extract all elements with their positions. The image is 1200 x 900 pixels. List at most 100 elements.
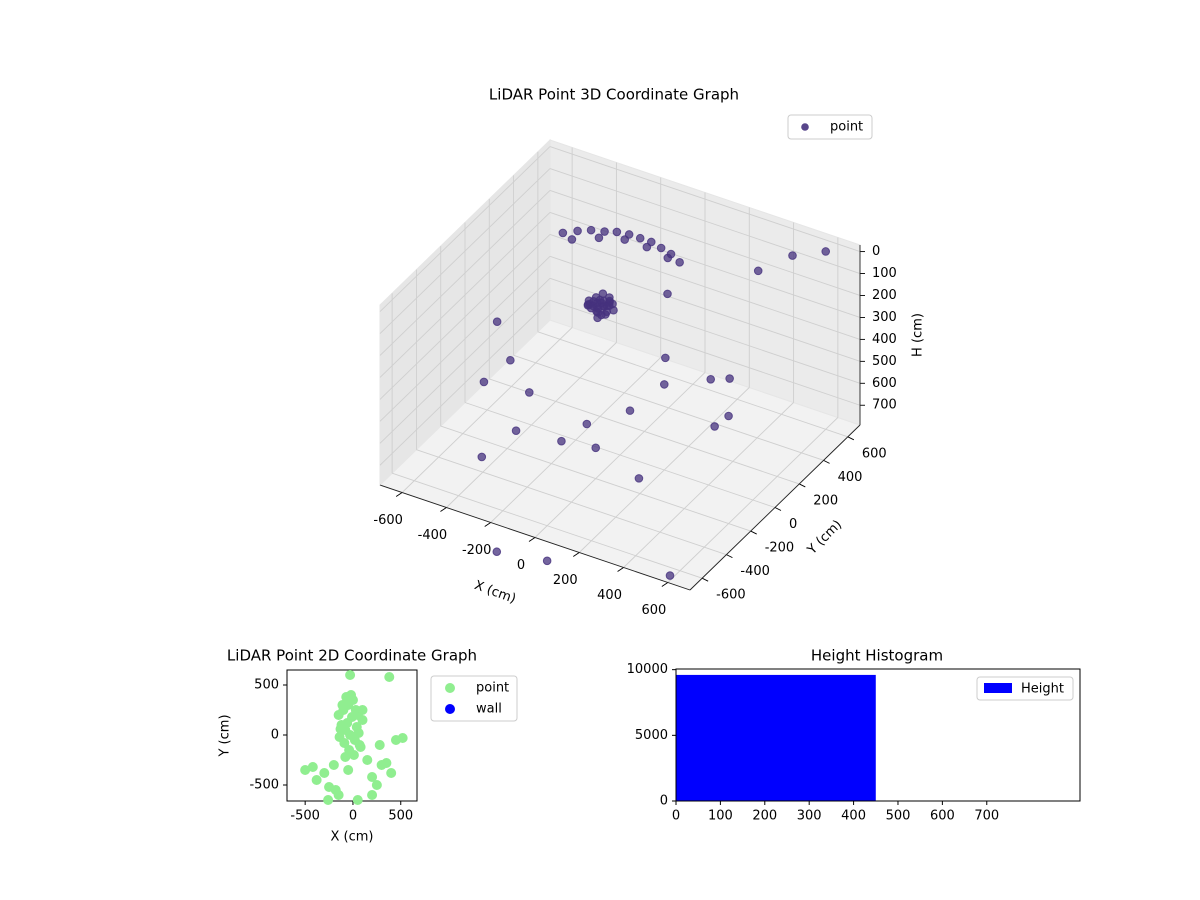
grid-line (464, 402, 776, 508)
y-tick-label: -200 (765, 541, 795, 556)
point (710, 422, 719, 431)
point (374, 740, 385, 750)
grid-line (513, 354, 824, 461)
legend-marker (445, 683, 455, 693)
x-tick-label: 0 (672, 809, 680, 824)
z-axis-label: H (cm) (911, 313, 926, 357)
point (620, 235, 630, 244)
x-axis-label: X (cm) (331, 830, 374, 845)
y-tick-label: 5000 (635, 728, 668, 743)
point (362, 755, 373, 765)
legend-marker (984, 683, 1012, 693)
point (477, 452, 487, 462)
x-tick-label: -400 (418, 528, 448, 543)
point (573, 226, 582, 236)
grid-line (537, 331, 849, 438)
point (357, 705, 368, 715)
point (656, 243, 666, 253)
point (384, 672, 395, 682)
legend-marker (445, 704, 455, 714)
z-tick-label: 400 (872, 332, 897, 347)
z-tick-label: 100 (872, 266, 897, 281)
point (479, 377, 489, 387)
point (586, 303, 596, 313)
point (821, 247, 831, 256)
point (345, 670, 356, 680)
x-tick-label: 400 (597, 588, 622, 603)
tick-mark (395, 492, 403, 497)
point (300, 765, 311, 775)
point (663, 253, 673, 263)
tick-mark (774, 507, 782, 511)
tick-mark (701, 577, 709, 582)
y-tick-label: 400 (838, 470, 863, 485)
x-tick-label: 100 (708, 809, 733, 824)
point (586, 225, 596, 235)
point (330, 785, 341, 795)
tick-mark (750, 530, 757, 535)
legend-label: point (830, 120, 863, 135)
tick-mark (661, 582, 669, 587)
point (567, 235, 577, 244)
point (352, 795, 363, 805)
grid-line (379, 277, 551, 444)
grid-line (391, 472, 703, 579)
legend-label: point (476, 681, 509, 696)
y-tick-label: -600 (716, 588, 746, 603)
point (625, 406, 635, 415)
x-tick-label: 0 (349, 809, 357, 824)
point (492, 547, 502, 557)
grid-line (416, 449, 727, 556)
legend-label: wall (476, 702, 502, 717)
point (665, 571, 675, 580)
point (753, 266, 763, 276)
tick-mark (528, 537, 536, 542)
point (357, 715, 368, 725)
z-tick-label: 0 (872, 244, 880, 259)
point (381, 758, 392, 768)
point (346, 690, 357, 700)
point (634, 474, 644, 483)
point (675, 258, 684, 267)
tick-mark (823, 459, 830, 464)
grid-line (549, 190, 861, 296)
tick-mark (726, 554, 733, 559)
z-tick-label: 500 (872, 354, 897, 369)
grid-line (379, 299, 551, 466)
grid-line (549, 233, 861, 340)
grid-line (379, 168, 551, 334)
point (328, 760, 339, 770)
chart-title: LiDAR Point 3D Coordinate Graph (489, 86, 739, 104)
point (319, 768, 330, 778)
y-tick-label: 500 (254, 678, 279, 693)
y-axis-label: Y (cm) (218, 714, 233, 757)
x-tick-label: 400 (841, 809, 866, 824)
point (724, 411, 733, 421)
point (311, 775, 322, 785)
point (591, 443, 601, 453)
point (659, 380, 669, 389)
x-tick-label: 0 (517, 558, 525, 573)
point (582, 419, 592, 429)
tick-mark (484, 522, 491, 527)
point (307, 762, 318, 772)
point (367, 790, 378, 800)
point (386, 768, 397, 778)
point (599, 296, 608, 306)
x-tick-label: -600 (373, 513, 403, 528)
point (355, 742, 366, 752)
grid-line (379, 146, 551, 312)
point (600, 227, 609, 236)
tick-mark (617, 567, 624, 572)
grid-line (379, 256, 551, 422)
point (337, 700, 348, 710)
x-tick-label: -500 (290, 809, 320, 824)
point (725, 374, 734, 383)
x-tick-label: 500 (388, 809, 413, 824)
chart-title: LiDAR Point 2D Coordinate Graph (227, 647, 477, 665)
x-tick-label: 700 (974, 809, 999, 824)
y-axis-line (689, 424, 861, 591)
y-tick-label: 0 (789, 517, 797, 532)
point (506, 355, 515, 365)
